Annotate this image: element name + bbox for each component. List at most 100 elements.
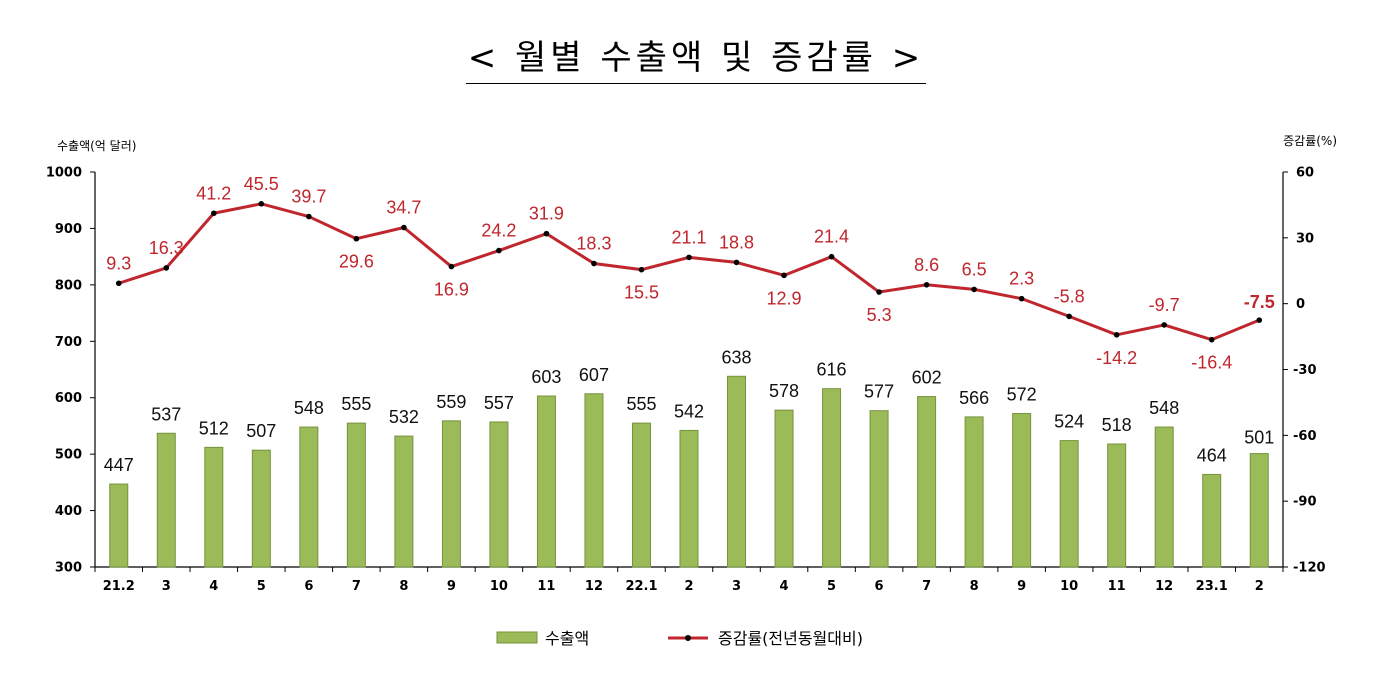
x-tick-label: 10 — [490, 579, 508, 594]
bar-value-label: 464 — [1197, 445, 1227, 465]
bar — [1154, 426, 1174, 568]
left-tick-label: 300 — [55, 561, 82, 576]
bar — [964, 416, 984, 568]
x-tick-label: 9 — [1017, 579, 1026, 594]
rate-series-line — [118, 202, 1260, 342]
rate-point — [686, 254, 692, 261]
rate-point — [971, 286, 977, 293]
right-tick-label: -90 — [1293, 495, 1317, 510]
rate-point — [211, 210, 217, 217]
bar-value-label: 548 — [1149, 398, 1179, 418]
left-tick-label: 400 — [55, 504, 82, 519]
bar — [584, 393, 604, 568]
bar-value-label: 512 — [199, 418, 229, 438]
legend-bar-swatch — [496, 631, 538, 644]
x-tick-label: 7 — [352, 579, 361, 594]
right-tick-label: -30 — [1293, 363, 1317, 378]
right-tick-label: 60 — [1296, 166, 1314, 181]
bar — [489, 421, 509, 568]
bar — [299, 426, 319, 568]
bar — [156, 432, 176, 568]
bar-value-label: 566 — [959, 388, 989, 408]
bar — [774, 409, 794, 568]
bar-value-label: 555 — [626, 394, 656, 414]
rate-value-label: 6.5 — [962, 259, 987, 279]
legend-bar-label: 수출액 — [545, 629, 589, 648]
rate-value-label: 2.3 — [1009, 269, 1034, 289]
right-tick-label: -120 — [1293, 561, 1326, 576]
bar-value-label: 602 — [912, 368, 942, 388]
bar-value-label: 532 — [389, 407, 419, 427]
bar-value-label: 524 — [1054, 412, 1084, 432]
x-tick-label: 5 — [827, 579, 836, 594]
rate-value-label: -9.7 — [1149, 295, 1180, 315]
rate-value-label: 8.6 — [914, 255, 939, 275]
rate-point — [591, 260, 597, 267]
rate-point — [781, 272, 787, 279]
bar-value-label: 548 — [294, 398, 324, 418]
bar — [917, 396, 937, 568]
x-tick-label: 11 — [537, 579, 555, 594]
bar — [727, 375, 747, 568]
bar-value-label: 518 — [1102, 415, 1132, 435]
legend-line-label: 증감률(전년동월대비) — [718, 629, 863, 648]
bar — [1202, 473, 1222, 568]
bar — [109, 483, 129, 568]
left-tick-label: 600 — [55, 391, 82, 406]
rate-point — [1113, 332, 1120, 338]
left-tick-label: 700 — [55, 335, 82, 350]
x-tick-label: 21.2 — [103, 579, 135, 594]
bar-value-label: 542 — [674, 401, 704, 421]
bar-value-label: 577 — [864, 382, 894, 402]
rate-value-label: 24.2 — [481, 221, 516, 241]
left-axis-title: 수출액(억 달러) — [57, 139, 136, 153]
rate-value-label: 15.5 — [624, 283, 659, 303]
rate-point — [1066, 313, 1072, 320]
rate-point — [1018, 295, 1025, 302]
bar-value-label: 572 — [1007, 385, 1037, 405]
rate-point — [306, 213, 312, 220]
rate-value-label: 34.7 — [386, 198, 421, 218]
bar-value-label: 578 — [769, 381, 799, 401]
chart-title-text: < 월별 수출액 및 증감률 > — [465, 39, 927, 85]
left-tick-label: 800 — [55, 278, 82, 293]
rate-point — [1256, 317, 1263, 323]
rate-point — [828, 253, 835, 260]
x-tick-label: 12 — [585, 579, 603, 594]
x-tick-label: 2 — [1255, 579, 1264, 594]
bar — [679, 429, 699, 568]
right-tick-label: 30 — [1296, 231, 1314, 246]
bar — [346, 422, 366, 568]
x-tick-label: 11 — [1108, 579, 1126, 594]
x-tick-label: 7 — [922, 579, 931, 594]
rate-point — [353, 235, 360, 242]
rate-point — [543, 230, 550, 237]
x-tick-label: 4 — [209, 579, 218, 594]
rate-point — [115, 280, 122, 287]
bar-value-label: 607 — [579, 365, 609, 385]
rate-value-label: 18.8 — [719, 232, 754, 252]
x-tick-label: 2 — [684, 579, 693, 594]
x-tick-label: 22.1 — [625, 579, 657, 594]
rate-value-label: 18.3 — [576, 234, 611, 254]
x-tick-label: 3 — [162, 579, 171, 594]
rate-value-label: -14.2 — [1096, 348, 1137, 368]
rate-value-label: 9.3 — [106, 253, 131, 273]
rate-value-label: 21.4 — [814, 227, 849, 247]
bar — [251, 449, 271, 568]
x-tick-label: 23.1 — [1196, 579, 1228, 594]
rate-point — [638, 266, 645, 273]
bar — [1059, 440, 1079, 568]
rate-point — [496, 247, 502, 254]
bar-value-label: 537 — [151, 404, 181, 424]
x-tick-label: 6 — [304, 579, 313, 594]
bar-value-label: 555 — [341, 394, 371, 414]
bar-value-label: 616 — [817, 360, 847, 380]
rate-point — [1161, 322, 1167, 328]
rate-point — [448, 263, 455, 270]
rate-value-label: -5.8 — [1054, 286, 1085, 306]
rate-value-label: -7.5 — [1244, 292, 1275, 312]
bar — [1107, 443, 1127, 568]
bar-value-label: 559 — [436, 392, 466, 412]
